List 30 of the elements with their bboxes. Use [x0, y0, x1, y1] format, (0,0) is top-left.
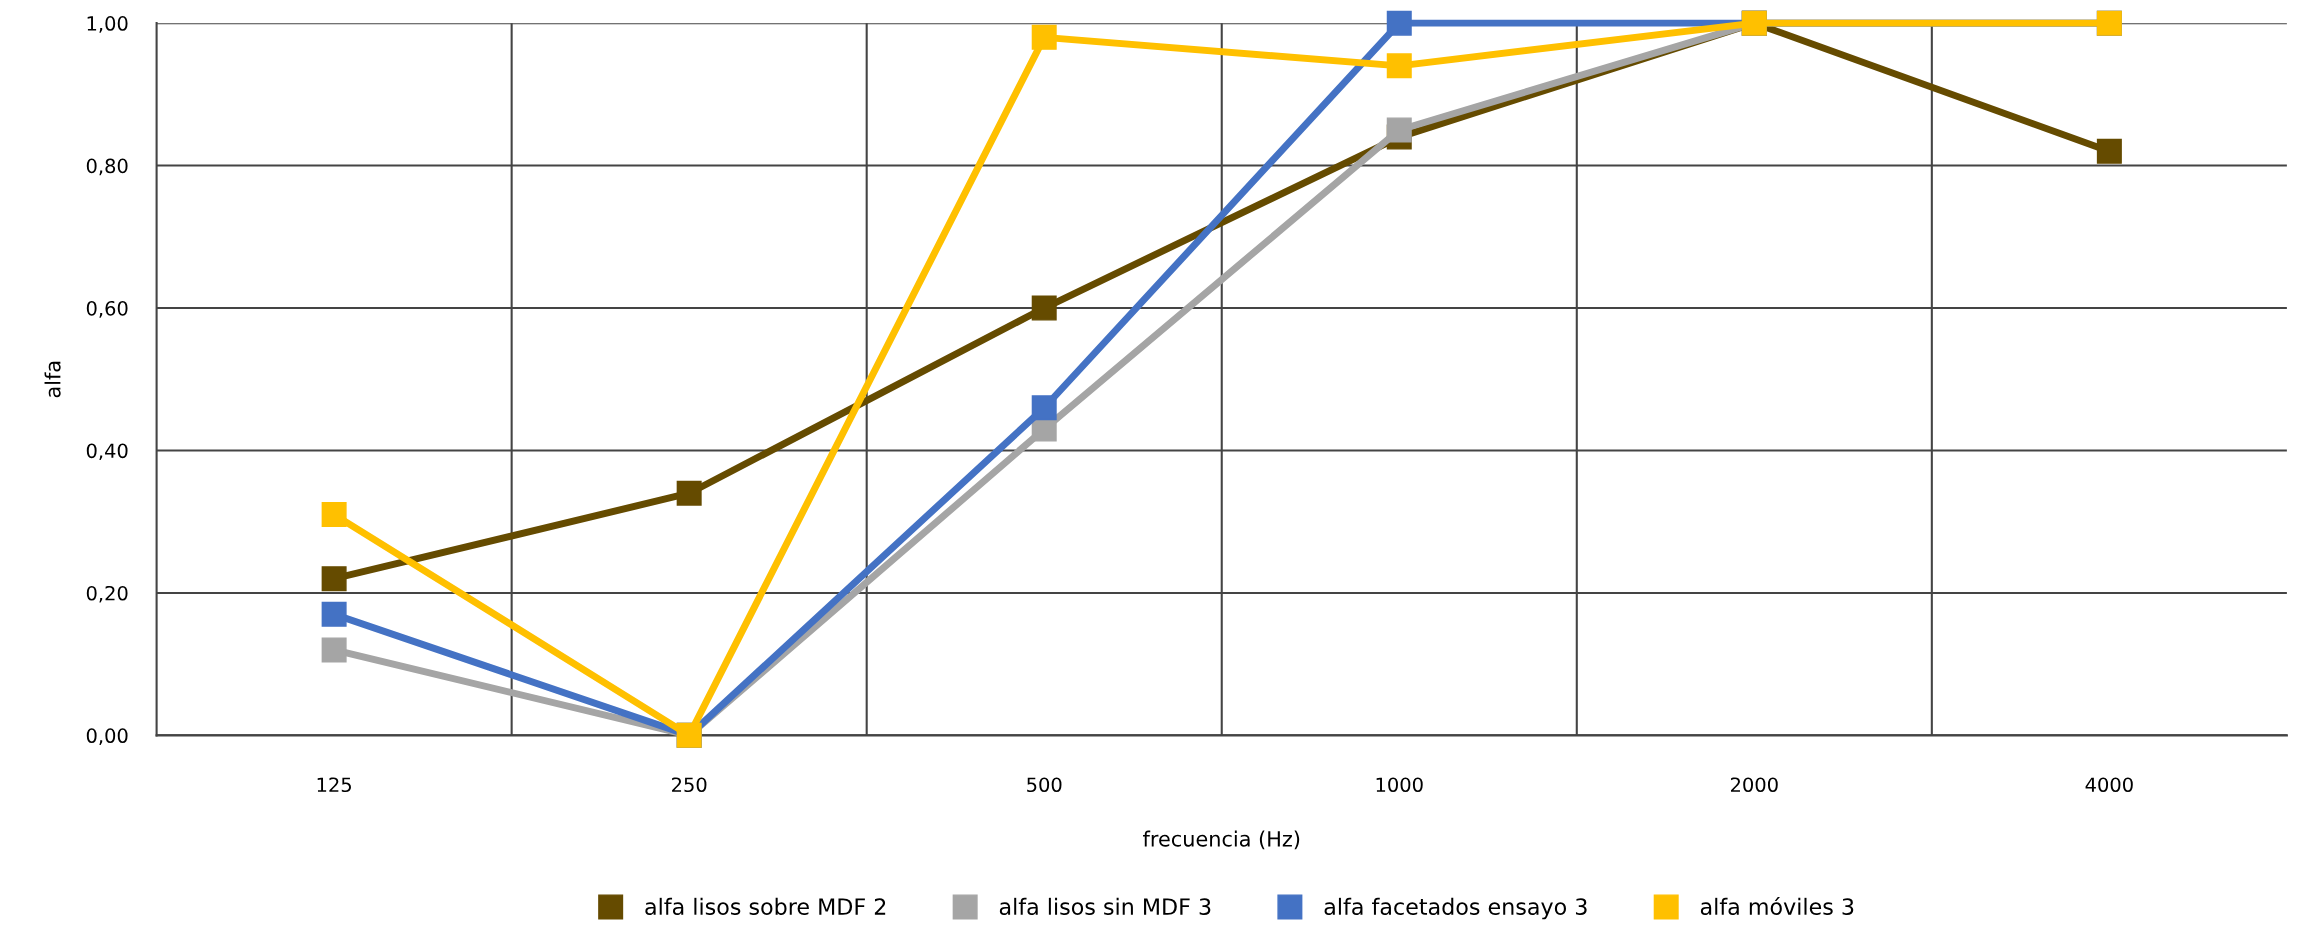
point	[1031, 395, 1057, 421]
x-tick-label: 500	[1027, 777, 1062, 793]
point	[321, 601, 347, 627]
y-tick-label: 0,40	[86, 443, 128, 461]
point	[1031, 295, 1057, 321]
y-tick-label: 0,20	[86, 585, 128, 603]
legend-label: alfa facetados ensayo 3	[1324, 897, 1587, 920]
point	[1031, 24, 1057, 50]
x-tick-label: 1000	[1376, 777, 1423, 793]
point	[676, 480, 702, 506]
y-tick-label: 0,80	[86, 158, 128, 176]
legend-label: alfa móviles 3	[1700, 896, 1854, 916]
point	[1386, 117, 1412, 143]
x-tick-label: 2000	[1730, 777, 1778, 793]
legend-label: alfa lisos sobre MDF 2	[645, 897, 886, 916]
y-tick-label: 1,00	[87, 16, 128, 33]
point	[1386, 10, 1412, 36]
y-tick-label: 0,60	[86, 300, 128, 318]
point	[321, 502, 347, 528]
x-tick-label: 4000	[2085, 777, 2133, 793]
y-axis-title: alfa	[44, 361, 61, 398]
point	[321, 637, 347, 663]
x-tick-label: 125	[317, 777, 351, 793]
point	[2096, 138, 2122, 164]
y-tick-label: 0,00	[86, 728, 128, 746]
x-axis-title: frecuencia (Hz)	[1143, 830, 1300, 850]
point	[1386, 53, 1412, 79]
point	[321, 566, 347, 592]
x-tick-label: 250	[672, 777, 707, 793]
legend-label: alfa lisos sin MDF 3	[999, 897, 1211, 916]
